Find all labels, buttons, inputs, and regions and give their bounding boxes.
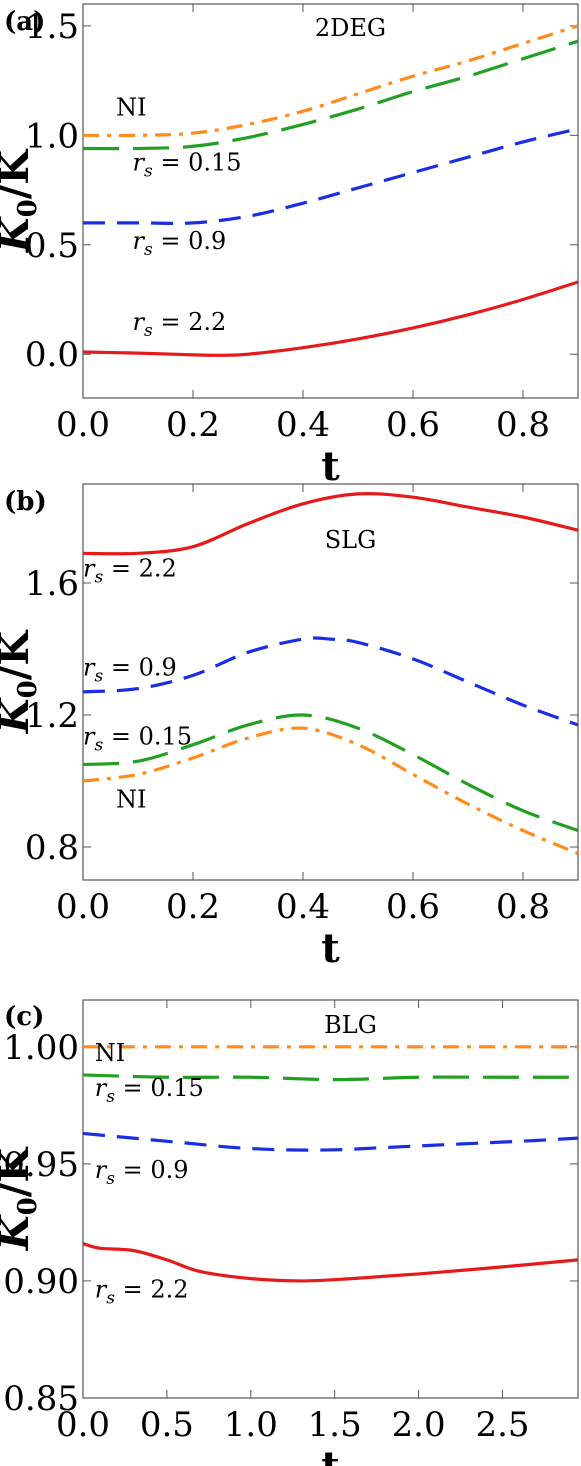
series-line-r-s-0-15 <box>83 1073 578 1082</box>
x-tick-label: 1.0 <box>224 1405 278 1445</box>
annotation-text: NI <box>116 94 146 122</box>
x-tick-label: 0.2 <box>166 887 220 927</box>
annotation-text: rs = 0.15 <box>95 1074 204 1107</box>
y-axis-label: K0/K <box>0 630 43 734</box>
panel-label: (c) <box>4 1002 44 1032</box>
y-tick-label: 0.5 <box>25 226 79 266</box>
annotation-text: rs = 2.2 <box>95 1275 189 1308</box>
y-tick-label: 0.8 <box>25 828 79 868</box>
x-axis-label: t <box>321 443 340 490</box>
panel-label: (b) <box>4 487 47 517</box>
annotation-text: rs = 0.15 <box>83 723 192 756</box>
series-line-r-s-0-9 <box>83 636 578 727</box>
annotation-text: rs = 0.9 <box>83 653 177 686</box>
y-tick-label: 0.95 <box>3 1145 79 1185</box>
annotation-text: NI <box>95 1039 125 1067</box>
x-tick-label: 1.5 <box>308 1405 362 1445</box>
x-tick-label: 0.6 <box>386 887 440 927</box>
annotation-text: rs = 0.9 <box>95 1156 189 1189</box>
y-tick-label: 1.6 <box>25 564 79 604</box>
x-tick-label: 0.6 <box>386 405 440 445</box>
x-tick-label: 0.8 <box>496 887 550 927</box>
series-line-r-s-2-2 <box>83 492 578 556</box>
annotation-text: rs = 0.9 <box>133 227 227 260</box>
plot-frame <box>82 483 579 881</box>
chart-panel-3: 0.0 0.5 1.0 1.5 2.0 2.5 0.85 0.90 0.95 1.00 NI rs =… <box>0 999 579 1466</box>
y-tick-label: 1.5 <box>25 7 79 47</box>
annotation-text: rs = 0.15 <box>133 148 242 181</box>
x-tick-label: 2.0 <box>392 1405 446 1445</box>
y-axis-label: K0/K <box>0 149 43 253</box>
x-tick-label: 0.2 <box>166 405 220 445</box>
plot-frame <box>82 999 579 1399</box>
series-line-ni <box>83 726 578 856</box>
annotation-text: rs = 2.2 <box>133 308 227 341</box>
x-axis-label: t <box>321 925 340 972</box>
y-tick-label: 1.00 <box>3 1028 79 1068</box>
y-tick-label: 0.85 <box>3 1379 79 1419</box>
y-tick-label: 1.0 <box>25 116 79 156</box>
series-line-r-s-0-9 <box>83 127 578 225</box>
chart-panel-2: 0.0 0.2 0.4 0.6 0.8 0.8 1.2 1.6 rs = 2.2 rs = 0.9… <box>0 483 579 972</box>
plot-title: SLG <box>325 526 377 554</box>
annotation-text: NI <box>116 785 146 813</box>
series-line-r-s-0-15 <box>83 39 578 151</box>
series-line-r-s-0-15 <box>83 713 578 833</box>
x-axis-label: t <box>321 1443 340 1466</box>
y-tick-label: 0.0 <box>25 335 79 375</box>
series-line-r-s-2-2 <box>83 280 578 357</box>
x-tick-label: 0.0 <box>56 1405 110 1445</box>
plot-title: 2DEG <box>315 14 386 42</box>
x-tick-label: 0.4 <box>276 405 330 445</box>
y-axis-label: K0/K <box>0 1147 43 1251</box>
x-tick-label: 0.5 <box>140 1405 194 1445</box>
panel-label: (a) <box>4 7 45 37</box>
series-line-r-s-0-9 <box>83 1131 578 1152</box>
plot-frame <box>82 3 579 399</box>
plot-title: BLG <box>324 1011 377 1039</box>
x-tick-label: 0.4 <box>276 887 330 927</box>
annotation-text: rs = 2.2 <box>83 554 177 587</box>
y-tick-label: 1.2 <box>25 696 79 736</box>
x-tick-label: 0.0 <box>56 405 110 445</box>
series-line-r-s-2-2 <box>83 1241 578 1283</box>
x-tick-label: 2.5 <box>475 1405 529 1445</box>
y-tick-label: 0.90 <box>3 1262 79 1302</box>
x-tick-label: 0.0 <box>56 887 110 927</box>
series-line-ni <box>83 24 578 138</box>
chart-panel-1: 0.0 0.2 0.4 0.6 0.8 0.0 0.5 1.0 1.5 NI rs = 0.15 rs… <box>0 3 579 490</box>
x-tick-label: 0.8 <box>496 405 550 445</box>
